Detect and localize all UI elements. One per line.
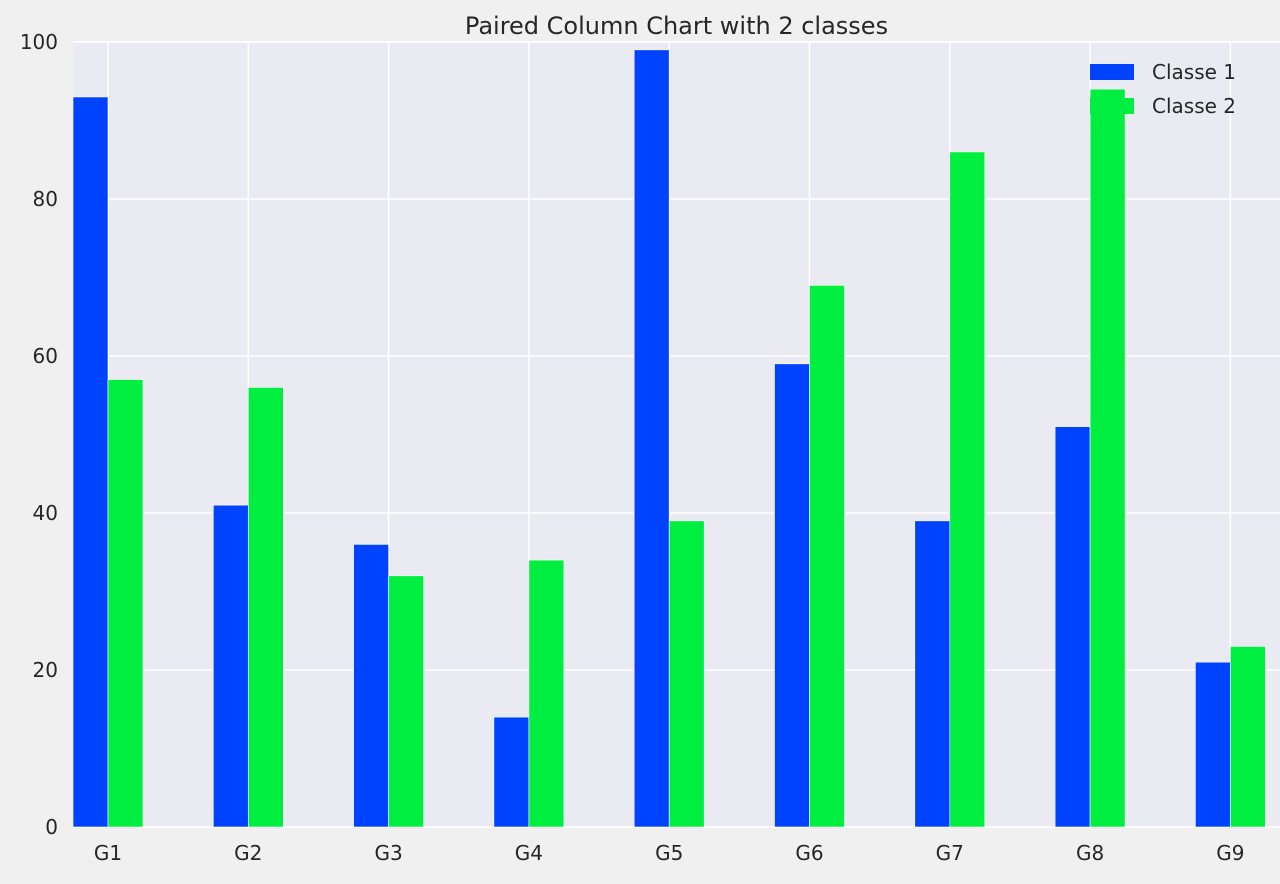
bar-1-g4 [493, 716, 530, 828]
bar-1-g5 [633, 49, 670, 828]
x-tick-label: G1 [94, 841, 122, 865]
axis-labels: 0 20 40 60 80 100 G1 G2 G3 G4 G5 G6 G7 G8 G9 [20, 30, 1245, 865]
bar-2-g6 [809, 285, 845, 828]
x-tick-label: G9 [1216, 841, 1244, 865]
bar-1-g3 [353, 544, 389, 828]
legend-swatch [1090, 64, 1134, 80]
y-tick-label: 60 [33, 344, 58, 368]
y-tick-label: 20 [33, 658, 58, 682]
bar-1-g9 [1195, 661, 1231, 828]
bar-2-g1 [107, 379, 144, 828]
bar-2-g7 [949, 151, 986, 828]
y-tick-label: 100 [20, 30, 58, 54]
bar-2-g9 [1230, 646, 1266, 828]
y-tick-label: 0 [45, 815, 58, 839]
legend[interactable]: Classe 1 Classe 2 [1090, 60, 1236, 118]
x-tick-label: G2 [234, 841, 262, 865]
x-tick-label: G3 [374, 841, 402, 865]
bar-1-g8 [1054, 426, 1091, 828]
x-tick-label: G6 [795, 841, 823, 865]
bar-1-g6 [774, 363, 810, 828]
y-tick-label: 40 [33, 501, 58, 525]
x-tick-label: G7 [936, 841, 964, 865]
legend-label: Classe 1 [1152, 60, 1236, 84]
bar-1-g7 [914, 520, 951, 828]
bar-2-g8 [1089, 88, 1126, 828]
bar-2-g3 [388, 575, 424, 828]
legend-swatch [1090, 98, 1134, 114]
x-tick-label: G4 [515, 841, 543, 865]
x-tick-label: G8 [1076, 841, 1104, 865]
y-tick-label: 80 [33, 187, 58, 211]
legend-label: Classe 2 [1152, 94, 1236, 118]
x-tick-label: G5 [655, 841, 683, 865]
bar-2-g2 [248, 387, 284, 828]
chart-title: Paired Column Chart with 2 classes [465, 12, 888, 40]
bar-1-g1 [72, 96, 109, 828]
bar-1-g2 [213, 504, 249, 828]
bar-series-group [72, 49, 1266, 828]
bar-2-g4 [528, 559, 565, 828]
bar-2-g5 [668, 520, 705, 828]
